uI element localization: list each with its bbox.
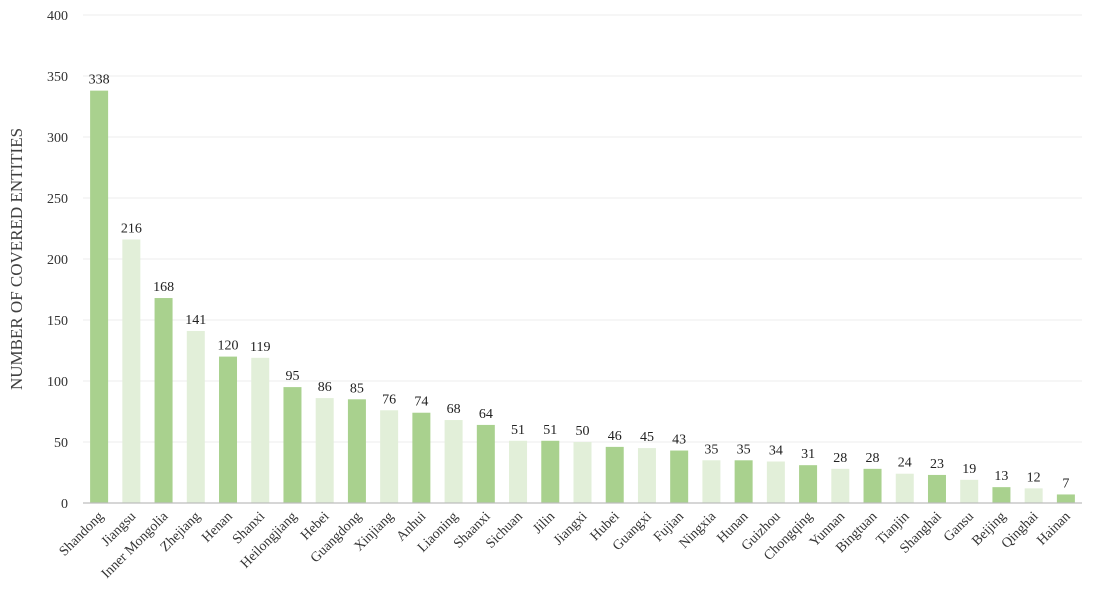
data-label: 216 [121,221,142,236]
bar [541,440,560,503]
bar [605,446,624,503]
x-tick-label: Ningxia [677,509,720,552]
bar [637,448,656,503]
data-label: 35 [704,442,718,457]
x-tick-label: Qinghai [999,509,1042,552]
data-label: 120 [218,339,239,354]
bar [315,398,334,503]
data-label: 28 [833,451,847,466]
bars [90,90,1075,504]
data-label: 64 [479,407,493,422]
bar [927,474,946,503]
data-label: 86 [318,380,332,395]
bar [90,90,109,503]
data-label: 12 [1027,470,1041,485]
data-label: 119 [250,340,270,355]
x-tick-label: Henan [199,509,235,545]
x-tick-label: Jiangxi [551,509,590,548]
bar [122,239,141,504]
bar [219,356,238,503]
y-tick-label: 0 [61,497,68,512]
bar [992,487,1011,503]
y-tick-label: 100 [47,375,68,390]
data-label: 43 [672,433,686,448]
y-tick-label: 250 [47,192,68,207]
bar [380,410,399,503]
bar [476,424,495,503]
data-label: 338 [89,73,110,88]
bar [509,440,528,503]
bar [734,460,753,503]
bar [960,479,979,503]
data-label: 85 [350,381,364,396]
y-tick-label: 200 [47,253,68,268]
data-label: 141 [185,313,206,328]
x-tick-label: Shandong [57,509,107,559]
data-label: 19 [962,462,976,477]
data-label: 7 [1062,476,1069,491]
data-label: 24 [898,456,912,471]
data-label: 51 [511,423,525,438]
data-label: 31 [801,447,815,462]
y-tick-label: 350 [47,70,68,85]
data-label: 50 [576,424,590,439]
data-label: 23 [930,457,944,472]
y-axis-title: NUMBER OF COVERED ENTITIES [7,128,26,390]
y-tick-label: 300 [47,131,68,146]
x-tick-label: Jilin [530,509,558,537]
bar [799,465,818,503]
bar [412,412,431,503]
x-tick-label: Sichuan [483,509,526,552]
y-tick-label: 150 [47,314,68,329]
y-tick-label: 400 [47,9,68,24]
bar [283,387,302,503]
bar [895,473,914,503]
data-label: 45 [640,430,654,445]
x-tick-label: Hainan [1035,509,1074,548]
data-label: 46 [608,429,622,444]
y-tick-label: 50 [54,436,68,451]
bar [1056,494,1075,503]
bar [444,420,463,503]
bar [831,468,850,503]
bar [186,330,205,503]
bar [863,468,882,503]
bar [573,442,592,503]
bar [670,450,689,503]
bar [702,460,721,503]
data-labels: 338 216 168 141 120 119 95 86 85 76 74 68 64 51 51 50 46… [89,73,1070,492]
gridlines [83,14,1082,443]
data-label: 74 [414,395,428,410]
bar [1024,488,1043,503]
data-label: 68 [447,402,461,417]
y-axis-ticks: 0 50 100 150 200 250 300 350 400 [47,9,68,512]
bar [347,399,366,503]
data-label: 76 [382,392,396,407]
data-label: 28 [866,451,880,466]
bar [251,357,270,503]
bar [154,298,173,503]
data-label: 95 [285,369,299,384]
data-label: 35 [737,442,751,457]
data-label: 13 [994,469,1008,484]
data-label: 168 [153,280,174,295]
data-label: 34 [769,444,783,459]
bar [766,461,785,503]
data-label: 51 [543,423,557,438]
